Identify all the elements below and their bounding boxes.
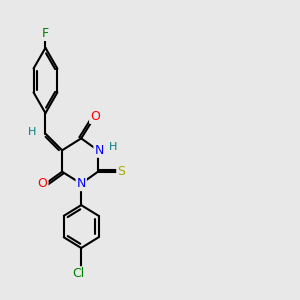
- Text: S: S: [117, 165, 125, 178]
- Text: H: H: [109, 142, 117, 152]
- Text: N: N: [76, 177, 86, 190]
- Text: Cl: Cl: [73, 267, 85, 280]
- Text: N: N: [94, 144, 104, 157]
- Text: H: H: [28, 128, 37, 137]
- Text: O: O: [38, 177, 47, 190]
- Text: F: F: [42, 27, 49, 40]
- Text: O: O: [90, 110, 100, 123]
